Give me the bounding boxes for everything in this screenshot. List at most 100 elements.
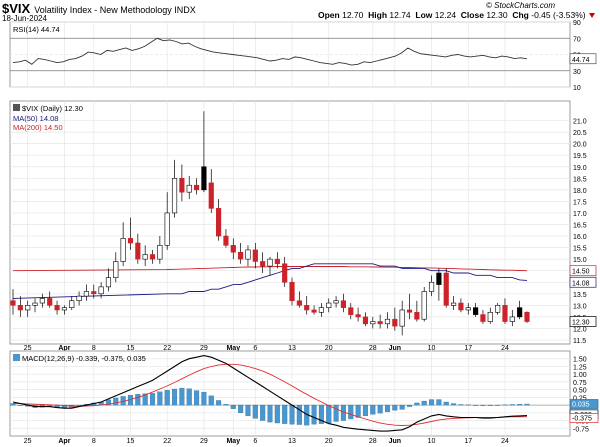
macd-histogram-bar (348, 404, 354, 420)
macd-histogram-bar (458, 404, 464, 406)
price-tick-label: 16.0 (573, 234, 587, 241)
x-tick-label: 6 (253, 438, 257, 445)
macd-hist-label: 0.035 (572, 402, 590, 409)
symbol: $VIX (2, 1, 31, 16)
macd-histogram-bar (465, 404, 471, 406)
macd-histogram-bar (76, 404, 82, 406)
macd-histogram-bar (245, 404, 251, 417)
ma50-value-label-box (569, 276, 597, 288)
macd-histogram-bar (172, 388, 178, 406)
macd-histogram-bar (524, 403, 530, 406)
price-x-tick-label: 22 (163, 345, 171, 352)
macd-histogram-bar (399, 404, 405, 410)
macd-histogram-bar (377, 404, 383, 414)
candle-body (201, 166, 207, 191)
macd-histogram-bar (473, 404, 479, 406)
candle-body (333, 300, 339, 304)
candle-body (127, 238, 134, 244)
price-x-tick-label: May (226, 345, 240, 352)
macd-histogram-bar (429, 399, 435, 406)
macd-histogram-bar (135, 394, 141, 406)
macd-histogram-bar (267, 404, 273, 423)
candle-body (76, 295, 82, 302)
last-price-label: 12.30 (572, 320, 590, 327)
candle-body (223, 235, 229, 246)
macd-histogram-bar (370, 404, 376, 415)
candle-body (245, 249, 251, 260)
ma200-line (12, 266, 528, 272)
candle-body (135, 242, 141, 260)
down-arrow-icon (588, 13, 595, 19)
x-tick-label: Apr (58, 438, 70, 445)
price-tick-label: 13.0 (573, 303, 587, 310)
close-label: Close (460, 10, 484, 20)
price-x-tick-label: 28 (369, 345, 377, 352)
macd-histogram-bar (421, 400, 427, 406)
candle-body (260, 261, 266, 267)
price-tick-label: 19.0 (573, 165, 587, 172)
x-tick-label: 25 (24, 438, 32, 445)
macd-tick-label: 1.50 (573, 357, 587, 364)
candle-body (473, 307, 479, 315)
rsi-tick-label: 30 (573, 69, 581, 76)
candle-body (495, 305, 501, 313)
price-x-tick-label: 25 (24, 345, 32, 352)
candle-body (370, 321, 376, 325)
price-x-tick-label: Jun (389, 345, 401, 352)
macd-histogram-bar (384, 404, 391, 413)
candle-body (91, 291, 97, 295)
price-tick-label: 21.0 (573, 119, 587, 126)
price-x-tick-label: 13 (288, 345, 296, 352)
price-tick-label: 20.0 (573, 142, 587, 149)
ma200-legend: MA(200) 14.50 (13, 123, 63, 132)
candle-body (282, 263, 288, 283)
macd-histogram-bar (517, 404, 523, 406)
candle-body (304, 305, 310, 311)
candle-body (252, 249, 258, 262)
macd-histogram-bar (436, 399, 442, 406)
candle-body (443, 272, 449, 306)
candle-body (10, 300, 16, 306)
macd-hist-label-box (569, 399, 599, 409)
candle-body (216, 208, 222, 237)
candle-body (171, 178, 178, 214)
candle-body (428, 281, 435, 292)
price-tick-label: 11.5 (573, 338, 586, 345)
close-value: 12.30 (486, 10, 508, 20)
candle-body (267, 258, 273, 267)
candle-body (421, 291, 427, 320)
candle-body (105, 277, 112, 288)
price-tick-label: 18.0 (573, 188, 587, 195)
legend-swatch-price (13, 104, 20, 111)
macd-histogram-bar (208, 395, 214, 406)
macd-histogram-bar (201, 391, 207, 406)
candle-body (436, 272, 442, 285)
macd-line (12, 355, 528, 432)
candle-body (193, 184, 200, 191)
macd-histogram-bar (113, 397, 119, 406)
price-panel: 11.512.012.513.013.514.014.515.015.516.0… (9, 100, 597, 352)
candle-body (61, 307, 67, 311)
candle-body (399, 309, 405, 327)
price-tick-label: 15.0 (573, 257, 587, 264)
x-tick-label: May (226, 438, 240, 445)
price-tick-label: 19.5 (573, 153, 587, 160)
price-x-tick-label: 17 (464, 345, 472, 352)
macd-histogram-bar (333, 404, 339, 422)
macd-histogram-bar (289, 404, 295, 425)
price-tick-label: 20.5 (573, 130, 587, 137)
price-x-tick-label: 15 (127, 345, 135, 352)
price-tick-label: 13.5 (573, 292, 587, 299)
x-tick-label: 22 (163, 438, 171, 445)
price-x-tick-label: 8 (92, 345, 96, 352)
rsi-value-label: 44.74 (572, 57, 590, 64)
low-label: Low (415, 10, 433, 20)
macd-histogram-bar (179, 387, 185, 406)
candle-body (17, 305, 23, 311)
price-tick-label: 15.5 (573, 246, 587, 253)
chart-title: $VIX Volatility Index - New Methodology I… (2, 1, 196, 16)
macd-histogram-bar (509, 404, 515, 406)
candle-body (113, 261, 119, 278)
macd-histogram-bar (502, 404, 508, 406)
candle-body (230, 244, 236, 253)
